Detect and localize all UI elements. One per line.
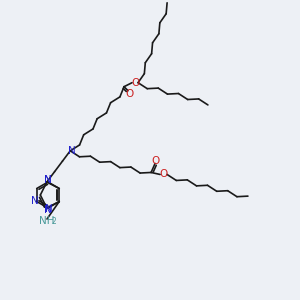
Text: O: O	[131, 78, 139, 88]
Text: N: N	[44, 205, 52, 215]
Text: 2: 2	[52, 217, 56, 226]
Text: O: O	[159, 169, 167, 179]
Text: N: N	[45, 204, 53, 214]
Text: O: O	[125, 89, 133, 99]
Text: N: N	[44, 175, 52, 185]
Text: N: N	[44, 175, 52, 185]
Text: O: O	[151, 157, 159, 166]
Text: N: N	[68, 146, 76, 156]
Text: N: N	[31, 196, 39, 206]
Text: NH: NH	[39, 216, 55, 226]
